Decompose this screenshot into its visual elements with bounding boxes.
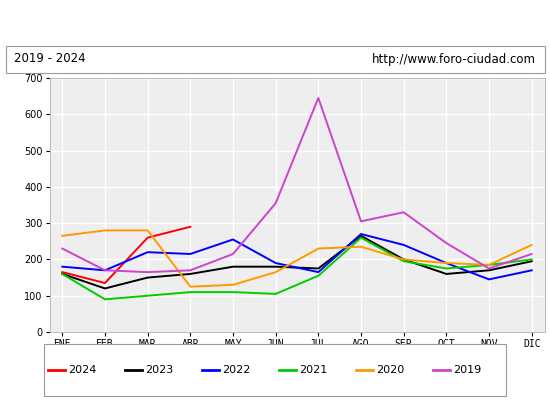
Text: http://www.foro-ciudad.com: http://www.foro-ciudad.com bbox=[372, 52, 536, 66]
Text: 2019 - 2024: 2019 - 2024 bbox=[14, 52, 85, 66]
Text: 2024: 2024 bbox=[68, 365, 96, 375]
Text: 2021: 2021 bbox=[299, 365, 327, 375]
Text: 2022: 2022 bbox=[222, 365, 250, 375]
Text: Evolucion Nº Turistas Extranjeros en el municipio de Los Santos de Maimona: Evolucion Nº Turistas Extranjeros en el … bbox=[20, 16, 530, 28]
Text: 2023: 2023 bbox=[145, 365, 173, 375]
Text: 2019: 2019 bbox=[453, 365, 481, 375]
Text: 2020: 2020 bbox=[376, 365, 404, 375]
